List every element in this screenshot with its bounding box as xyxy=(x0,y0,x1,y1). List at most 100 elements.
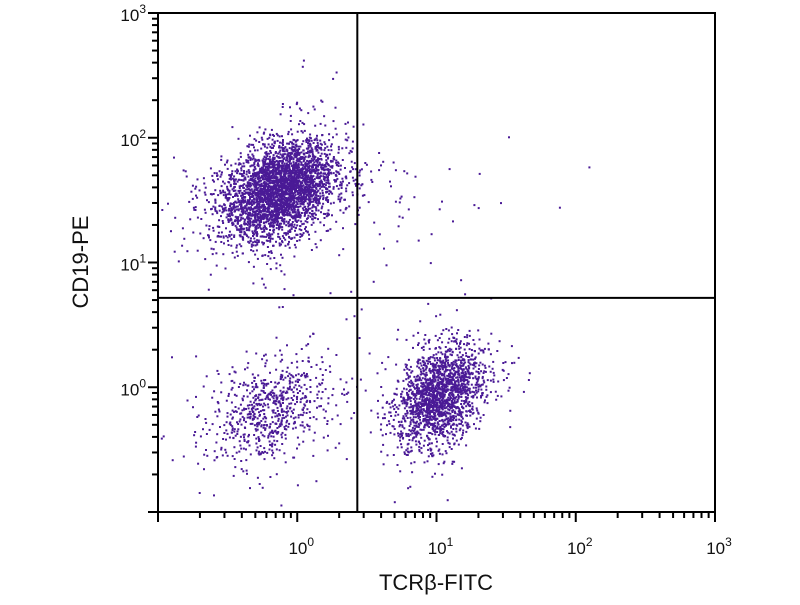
event-point xyxy=(238,225,241,228)
event-point xyxy=(291,141,294,144)
event-point xyxy=(279,185,282,188)
event-point xyxy=(228,208,231,211)
event-point xyxy=(247,202,250,205)
event-point xyxy=(306,169,309,172)
event-point xyxy=(251,411,254,413)
event-point xyxy=(194,431,197,433)
event-point xyxy=(266,210,269,213)
event-point xyxy=(272,435,275,438)
event-point xyxy=(312,215,315,218)
event-point xyxy=(412,383,415,386)
event-point xyxy=(271,225,273,228)
event-point xyxy=(403,400,406,403)
event-point xyxy=(288,183,291,186)
event-point xyxy=(213,494,215,497)
event-point xyxy=(460,372,463,375)
event-point xyxy=(440,411,443,414)
event-point xyxy=(449,407,452,410)
event-point xyxy=(239,382,242,385)
event-point xyxy=(282,149,284,152)
event-point xyxy=(260,170,263,173)
event-point xyxy=(244,210,247,213)
event-point xyxy=(265,201,267,203)
event-point xyxy=(403,399,406,401)
event-point xyxy=(299,235,302,238)
event-point xyxy=(296,378,299,381)
event-point xyxy=(233,428,236,431)
event-point xyxy=(291,152,294,155)
event-point xyxy=(258,126,261,129)
event-point xyxy=(208,428,211,431)
event-point xyxy=(245,188,248,191)
event-point xyxy=(426,382,429,385)
event-point xyxy=(345,207,348,210)
event-point xyxy=(285,411,288,414)
event-point xyxy=(284,210,287,213)
event-point xyxy=(288,402,291,405)
event-point xyxy=(255,204,258,207)
event-point xyxy=(313,178,316,181)
event-point xyxy=(268,155,271,158)
event-point xyxy=(325,191,328,194)
event-point xyxy=(258,175,261,178)
event-point xyxy=(214,198,217,201)
event-point xyxy=(283,218,286,220)
event-point xyxy=(392,454,395,456)
event-point xyxy=(326,199,329,202)
event-point xyxy=(314,198,317,201)
event-point xyxy=(251,214,254,217)
event-point xyxy=(307,205,310,208)
event-point xyxy=(267,178,270,181)
event-point xyxy=(276,382,279,385)
event-point xyxy=(420,436,423,439)
event-point xyxy=(328,182,331,185)
event-point xyxy=(279,192,282,195)
event-point xyxy=(220,205,223,208)
event-point xyxy=(283,195,286,198)
event-point xyxy=(302,197,305,200)
event-point xyxy=(257,208,260,211)
event-point xyxy=(272,212,275,215)
event-point xyxy=(256,202,259,205)
event-point xyxy=(287,397,290,400)
event-point xyxy=(248,444,251,447)
event-point xyxy=(297,219,300,222)
event-point xyxy=(268,440,271,443)
event-point xyxy=(266,451,269,454)
event-point xyxy=(296,202,299,205)
event-point xyxy=(228,422,231,425)
event-point xyxy=(316,174,319,177)
event-point xyxy=(249,201,252,204)
event-point xyxy=(302,140,305,143)
event-point xyxy=(327,402,330,405)
event-point xyxy=(261,177,264,179)
event-point xyxy=(301,201,304,204)
event-point xyxy=(182,455,185,458)
event-point xyxy=(243,438,246,441)
event-point xyxy=(419,433,422,436)
event-point xyxy=(334,106,337,109)
event-point xyxy=(262,382,265,385)
event-point xyxy=(452,393,455,396)
event-point xyxy=(272,214,275,217)
event-point xyxy=(432,392,435,395)
event-point xyxy=(288,387,291,390)
event-point xyxy=(345,146,348,149)
event-point xyxy=(448,409,451,412)
event-point xyxy=(348,205,351,208)
event-point xyxy=(441,341,444,344)
event-point xyxy=(294,147,297,150)
event-point xyxy=(270,201,272,204)
event-point xyxy=(294,150,297,153)
event-point xyxy=(283,273,286,276)
event-point xyxy=(261,159,264,162)
event-point xyxy=(448,350,451,353)
event-point xyxy=(286,206,289,209)
event-point xyxy=(309,133,312,136)
event-point xyxy=(406,409,409,412)
event-point xyxy=(227,239,229,242)
event-point xyxy=(251,182,254,185)
event-point xyxy=(243,222,246,225)
event-point xyxy=(276,397,279,400)
event-point xyxy=(270,381,273,383)
